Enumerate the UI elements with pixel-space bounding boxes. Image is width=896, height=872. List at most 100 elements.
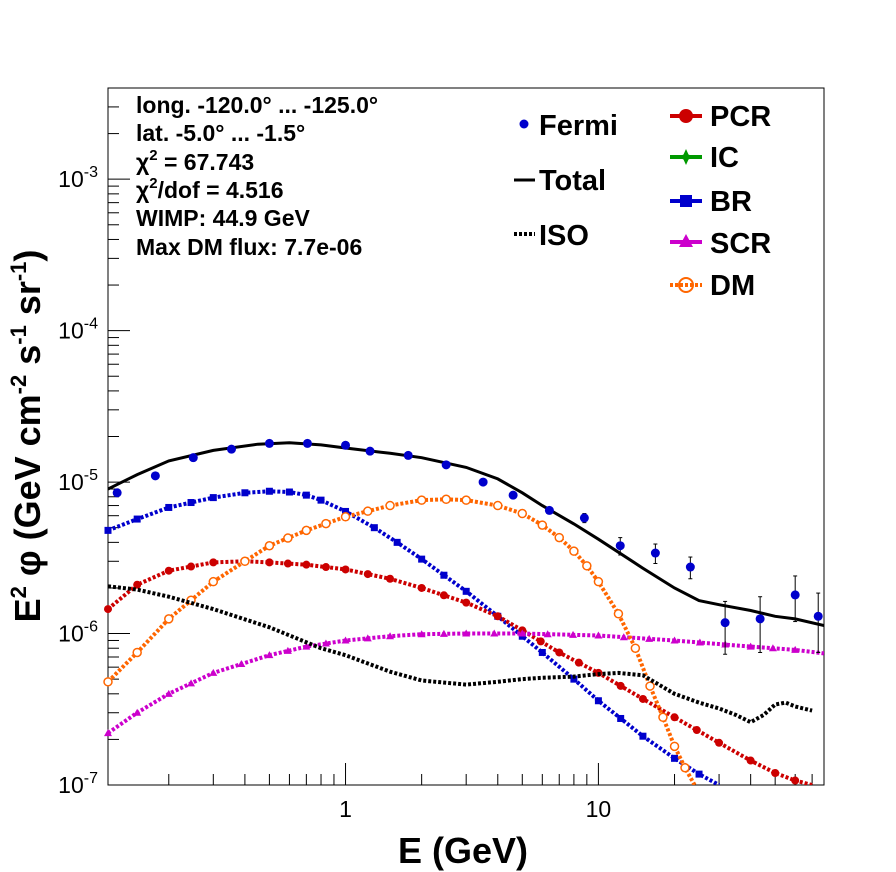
series-br-marker: [241, 489, 249, 497]
series-scr-marker: [187, 679, 196, 687]
y-tick-exp: -6: [84, 619, 98, 636]
series-dm-marker: [340, 512, 351, 522]
legend-br-marker: [680, 195, 692, 207]
info-longitude: long. -120.0° ... -125.0°: [136, 92, 378, 118]
series-dm-marker: [283, 533, 293, 543]
series-br-marker: [187, 499, 195, 507]
legend-ic-marker: [678, 149, 694, 165]
series-scr-marker: [104, 729, 112, 737]
series-scr-marker: [283, 646, 292, 654]
series-dm-marker: [517, 508, 528, 519]
series-br-marker: [393, 538, 401, 546]
series-scr-marker: [265, 651, 274, 659]
fermi-point: [650, 548, 660, 558]
series-pcr-marker: [493, 612, 502, 621]
legend-fermi-label: Fermi: [539, 110, 618, 142]
legend-scr-label: SCR: [710, 228, 771, 260]
fermi-point: [579, 513, 589, 523]
fermi-point: [365, 446, 375, 456]
series-dm-marker: [416, 495, 427, 505]
fermi-point: [478, 477, 488, 487]
series-pcr-marker: [265, 558, 274, 567]
series-pcr-marker: [104, 605, 112, 614]
y-title-sup-m1b: -1: [6, 262, 31, 282]
y-tick-exp: -3: [84, 164, 98, 181]
y-tick-exp: -5: [84, 467, 98, 484]
series-br-marker: [570, 675, 578, 683]
series-br-marker: [462, 587, 470, 595]
fermi-point: [685, 562, 695, 572]
y-axis-title: E2 φ (GeV cm-2 s-1 sr-1): [6, 250, 48, 623]
series-pcr-marker: [670, 713, 679, 722]
info-chi2dof-prefix: χ: [136, 177, 150, 203]
series-pcr-marker: [574, 658, 583, 667]
series-dm-marker: [582, 561, 592, 571]
series-pcr-marker: [616, 681, 625, 690]
info-chi2-prefix: χ: [136, 149, 150, 175]
series-dm-marker: [132, 647, 142, 658]
series-scr-marker: [164, 689, 173, 697]
series-br-marker: [639, 732, 647, 740]
series-dm-marker: [493, 500, 503, 511]
fermi-point: [441, 460, 451, 470]
series-dm-marker: [658, 712, 668, 723]
fermi-points: [112, 438, 823, 655]
series-dm-marker: [103, 677, 113, 687]
series-pcr-marker: [363, 570, 372, 579]
series-br-marker: [538, 648, 546, 656]
fermi-point: [755, 614, 765, 624]
legend-total-label: Total: [539, 165, 606, 197]
series-br-marker: [209, 494, 217, 502]
series-scr-marker: [695, 638, 704, 646]
series-dm-marker: [669, 741, 680, 752]
fermi-point: [226, 444, 236, 454]
info-chi2-sup: 2: [149, 147, 157, 164]
series-scr-marker: [619, 633, 628, 641]
info-max-dm-flux: Max DM flux: 7.7e-06: [136, 234, 362, 260]
fermi-point: [112, 488, 122, 498]
series-br-marker: [418, 555, 426, 563]
y-tick-exp: -4: [84, 316, 98, 333]
info-chi2dof-value: /dof = 4.516: [158, 177, 284, 203]
y-tick-label: 10-7: [58, 770, 98, 798]
series-dm-marker: [593, 576, 604, 587]
info-chi2dof-sup: 2: [149, 175, 157, 192]
series-pcr-marker: [341, 565, 350, 574]
y-title-sup-m2: -2: [6, 375, 31, 395]
series-dm-marker: [164, 614, 174, 624]
series-scr-marker: [386, 632, 395, 640]
series-scr-marker: [321, 639, 330, 647]
fermi-point: [790, 590, 800, 600]
x-tick-label: 1: [339, 796, 352, 822]
series-br-marker: [617, 714, 625, 722]
series-dm-marker: [321, 518, 331, 529]
legend-dm-marker: [678, 277, 694, 293]
series-dm-marker: [613, 609, 624, 619]
series-pcr-marker: [283, 559, 292, 568]
legend-pcr-label: PCR: [710, 101, 771, 133]
series-pcr-marker: [439, 591, 448, 600]
legend-pcr-marker: [679, 109, 693, 123]
series-scr-marker: [518, 629, 527, 637]
series-scr-marker: [670, 636, 679, 644]
series-dm-marker: [240, 556, 250, 567]
y-tick-exp: -7: [84, 770, 98, 787]
series-pcr-marker: [771, 769, 780, 778]
series-dm-marker: [363, 506, 373, 516]
series-dm-marker: [264, 540, 275, 551]
series-scr-marker: [341, 636, 350, 644]
series-br-marker: [594, 697, 602, 705]
y-title-sup-m1a: -1: [6, 325, 31, 345]
series-scr-marker: [543, 630, 552, 638]
series-scr-marker: [569, 630, 578, 638]
series-dm-marker: [385, 500, 395, 511]
series-br-marker: [440, 571, 448, 579]
y-title-e: E: [7, 598, 48, 622]
series-br-marker: [671, 754, 679, 762]
series-br-marker: [342, 507, 350, 515]
fermi-point: [264, 438, 274, 448]
series-dm-marker: [645, 681, 655, 691]
y-tick-base: 10: [58, 469, 84, 495]
series-dm-marker: [537, 520, 548, 530]
legend-dm-label: DM: [710, 270, 755, 302]
